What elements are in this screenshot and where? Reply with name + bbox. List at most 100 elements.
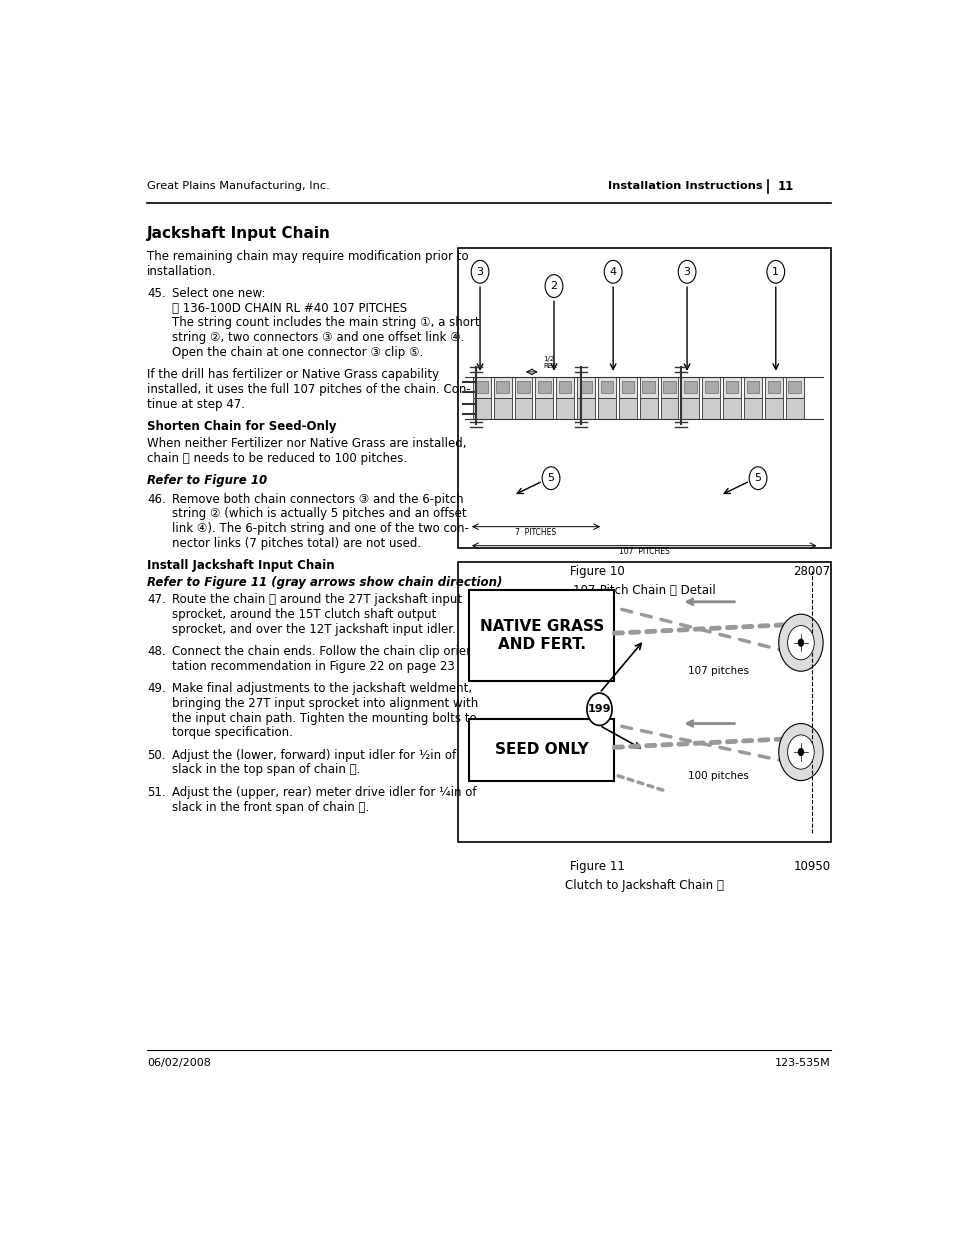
Circle shape bbox=[778, 724, 822, 781]
Bar bbox=[598, 377, 616, 398]
Text: 4: 4 bbox=[609, 267, 616, 277]
Bar bbox=[475, 382, 488, 393]
Bar bbox=[764, 377, 782, 398]
Circle shape bbox=[766, 261, 783, 283]
Bar bbox=[764, 399, 782, 420]
Text: 47.: 47. bbox=[147, 593, 166, 606]
Bar bbox=[743, 399, 761, 420]
Bar bbox=[598, 399, 616, 420]
Text: link ④). The 6-pitch string and one of the two con-: link ④). The 6-pitch string and one of t… bbox=[172, 522, 469, 535]
Text: Shorten Chain for Seed-Only: Shorten Chain for Seed-Only bbox=[147, 420, 336, 433]
Text: When neither Fertilizer nor Native Grass are installed,: When neither Fertilizer nor Native Grass… bbox=[147, 437, 466, 450]
Bar bbox=[639, 399, 657, 420]
Bar bbox=[725, 382, 738, 393]
Text: SEED ONLY: SEED ONLY bbox=[495, 742, 588, 757]
Text: ⓻ 136-100D CHAIN RL #40 107 PITCHES: ⓻ 136-100D CHAIN RL #40 107 PITCHES bbox=[172, 301, 407, 315]
Circle shape bbox=[678, 261, 696, 283]
Bar bbox=[600, 382, 613, 393]
Text: string ② (which is actually 5 pitches and an offset: string ② (which is actually 5 pitches an… bbox=[172, 508, 467, 520]
Text: 48.: 48. bbox=[147, 645, 166, 658]
Bar bbox=[577, 399, 595, 420]
Text: string ②, two connectors ③ and one offset link ④.: string ②, two connectors ③ and one offse… bbox=[172, 331, 464, 345]
Text: Figure 10: Figure 10 bbox=[569, 564, 624, 578]
Text: 46.: 46. bbox=[147, 493, 166, 505]
Bar bbox=[493, 377, 511, 398]
Text: The remaining chain may require modification prior to: The remaining chain may require modifica… bbox=[147, 249, 469, 263]
Text: Clutch to Jackshaft Chain ⓻: Clutch to Jackshaft Chain ⓻ bbox=[564, 878, 723, 892]
Circle shape bbox=[748, 467, 766, 489]
Text: Refer to Figure 11 (gray arrows show chain direction): Refer to Figure 11 (gray arrows show cha… bbox=[147, 577, 502, 589]
Bar bbox=[659, 377, 678, 398]
Bar bbox=[701, 377, 720, 398]
Bar bbox=[722, 377, 740, 398]
Bar bbox=[662, 382, 675, 393]
Text: 50.: 50. bbox=[147, 748, 166, 762]
Bar bbox=[683, 382, 696, 393]
Text: chain ⓻ needs to be reduced to 100 pitches.: chain ⓻ needs to be reduced to 100 pitch… bbox=[147, 452, 407, 464]
Text: 49.: 49. bbox=[147, 682, 166, 695]
Bar bbox=[556, 399, 574, 420]
Text: Figure 11: Figure 11 bbox=[569, 860, 624, 872]
Text: tinue at step 47.: tinue at step 47. bbox=[147, 398, 245, 410]
Text: torque specification.: torque specification. bbox=[172, 726, 294, 740]
Circle shape bbox=[797, 748, 803, 756]
Text: Remove both chain connectors ③ and the 6-pitch: Remove both chain connectors ③ and the 6… bbox=[172, 493, 463, 505]
Bar bbox=[639, 377, 657, 398]
Bar bbox=[469, 590, 614, 680]
Bar bbox=[493, 399, 511, 420]
Text: 100 pitches: 100 pitches bbox=[687, 771, 748, 781]
Text: 28007: 28007 bbox=[793, 564, 830, 578]
Text: 107  PITCHES: 107 PITCHES bbox=[618, 547, 669, 556]
Text: the input chain path. Tighten the mounting bolts to: the input chain path. Tighten the mounti… bbox=[172, 711, 476, 725]
Circle shape bbox=[797, 638, 803, 646]
Text: Installation Instructions: Installation Instructions bbox=[607, 182, 761, 191]
Circle shape bbox=[778, 614, 822, 672]
Text: slack in the top span of chain ⓻.: slack in the top span of chain ⓻. bbox=[172, 763, 360, 777]
Text: 3: 3 bbox=[476, 267, 483, 277]
Bar bbox=[457, 248, 830, 547]
Text: slack in the front span of chain ⓼.: slack in the front span of chain ⓼. bbox=[172, 800, 370, 814]
Circle shape bbox=[586, 693, 612, 725]
Circle shape bbox=[787, 735, 813, 769]
Text: 3: 3 bbox=[683, 267, 690, 277]
Text: 107 pitches: 107 pitches bbox=[687, 667, 748, 677]
Bar bbox=[496, 382, 508, 393]
Text: 11: 11 bbox=[777, 180, 793, 193]
Text: Make final adjustments to the jackshaft weldment,: Make final adjustments to the jackshaft … bbox=[172, 682, 472, 695]
Text: 107-Pitch Chain ⓻ Detail: 107-Pitch Chain ⓻ Detail bbox=[572, 584, 715, 597]
Bar bbox=[473, 399, 490, 420]
Text: nector links (7 pitches total) are not used.: nector links (7 pitches total) are not u… bbox=[172, 537, 421, 550]
Bar bbox=[743, 377, 761, 398]
Text: The string count includes the main string ①, a short: The string count includes the main strin… bbox=[172, 316, 479, 330]
Bar bbox=[535, 399, 553, 420]
Bar bbox=[746, 382, 759, 393]
Circle shape bbox=[787, 626, 813, 659]
Text: If the drill has fertilizer or Native Grass capability: If the drill has fertilizer or Native Gr… bbox=[147, 368, 439, 382]
Text: Jackshaft Input Chain: Jackshaft Input Chain bbox=[147, 226, 331, 241]
Text: 5: 5 bbox=[547, 473, 554, 483]
Bar bbox=[517, 382, 529, 393]
Text: tation recommendation in Figure 22 on page 23: tation recommendation in Figure 22 on pa… bbox=[172, 659, 455, 673]
Circle shape bbox=[541, 467, 559, 489]
Text: Install Jackshaft Input Chain: Install Jackshaft Input Chain bbox=[147, 559, 335, 572]
Bar bbox=[767, 382, 780, 393]
Bar bbox=[680, 377, 699, 398]
Text: installation.: installation. bbox=[147, 264, 216, 278]
Bar bbox=[704, 382, 717, 393]
Text: 123-535M: 123-535M bbox=[774, 1058, 830, 1068]
Text: 06/02/2008: 06/02/2008 bbox=[147, 1058, 211, 1068]
Bar bbox=[535, 377, 553, 398]
Text: 199: 199 bbox=[587, 704, 611, 714]
Text: 1: 1 bbox=[772, 267, 779, 277]
Text: sprocket, around the 15T clutch shaft output: sprocket, around the 15T clutch shaft ou… bbox=[172, 608, 436, 621]
Bar bbox=[558, 382, 571, 393]
Bar bbox=[785, 377, 802, 398]
Circle shape bbox=[471, 261, 488, 283]
Text: 1/2
REF.: 1/2 REF. bbox=[542, 356, 557, 369]
Text: Refer to Figure 10: Refer to Figure 10 bbox=[147, 474, 267, 487]
Bar bbox=[457, 562, 830, 842]
Bar bbox=[641, 382, 654, 393]
Text: NATIVE GRASS
AND FERT.: NATIVE GRASS AND FERT. bbox=[479, 619, 603, 652]
Text: Adjust the (lower, forward) input idler for ½in of: Adjust the (lower, forward) input idler … bbox=[172, 748, 456, 762]
Text: sprocket, and over the 12T jackshaft input idler.: sprocket, and over the 12T jackshaft inp… bbox=[172, 622, 456, 636]
